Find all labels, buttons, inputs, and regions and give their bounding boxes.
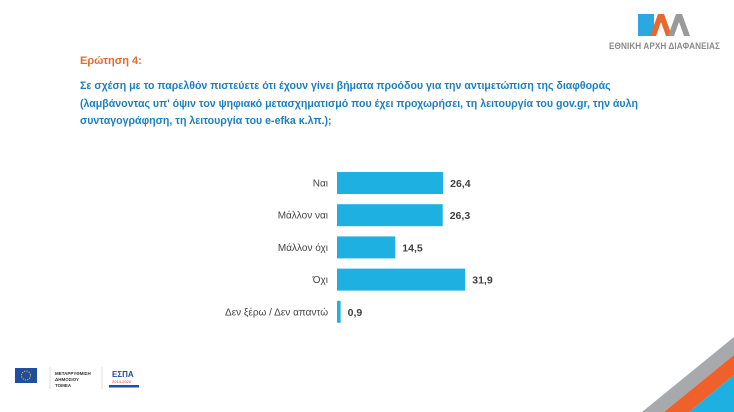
svg-text:ΤΟΜΕΑ: ΤΟΜΕΑ [55,383,72,388]
category-label: Όχι [312,275,328,286]
question-text: Σε σχέση με το παρελθόν πιστεύετε ότι έχ… [80,80,638,127]
category-label: Μάλλον όχι [278,242,328,254]
data-label: 26,3 [450,210,471,222]
national-transparency-authority-logo [638,14,690,36]
data-label: 14,5 [402,242,423,254]
bar [337,268,466,291]
svg-text:ΕΣΠΑ: ΕΣΠΑ [112,370,134,379]
eu-flag-icon [15,368,37,383]
data-label: 31,9 [472,275,493,287]
bar [337,300,341,323]
espa-logo: ΕΣΠΑ 2014-2020 [109,370,139,388]
data-label: 0,9 [348,307,363,319]
category-label: Δεν ξέρω / Δεν απαντώ [225,306,328,318]
footer-logos: ΜΕΤΑΡΡΥΘΜΙΣΗ ΔΗΜΟΣΙΟΥ ΤΟΜΕΑ ΕΣΠΑ 2014-20… [15,367,139,389]
category-label: Μάλλον ναι [278,210,328,222]
svg-text:2014-2020: 2014-2020 [112,379,132,384]
logo-text: ΕΘΝΙΚΗ ΑΡΧΗ ΔΙΑΦΑΝΕΙΑΣ [609,41,720,52]
corner-stripes-decoration [642,337,734,412]
bar [337,172,444,194]
svg-text:ΜΕΤΑΡΡΥΘΜΙΣΗ: ΜΕΤΑΡΡΥΘΜΙΣΗ [55,371,91,376]
question-number: Ερώτηση 4: [80,55,142,67]
category-label: Ναι [313,179,328,190]
svg-text:ΔΗΜΟΣΙΟΥ: ΔΗΜΟΣΙΟΥ [55,377,79,382]
bar [337,236,396,259]
bar [337,204,443,227]
reform-logo: ΜΕΤΑΡΡΥΘΜΙΣΗ ΔΗΜΟΣΙΟΥ ΤΟΜΕΑ [55,371,91,388]
data-label: 26,4 [450,178,471,190]
